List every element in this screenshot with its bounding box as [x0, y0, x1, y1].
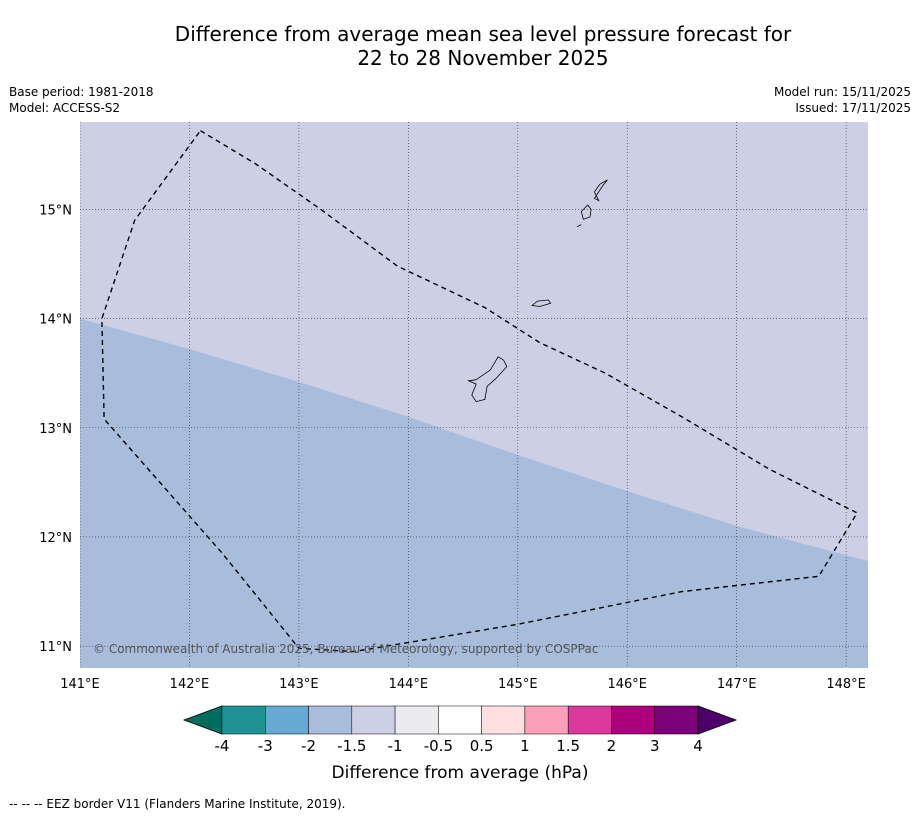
- meta-left: Base period: 1981-2018 Model: ACCESS-S2: [9, 84, 154, 116]
- copyright-notice: © Commonwealth of Australia 2025, Bureau…: [93, 642, 598, 656]
- colorbar-tick-label-4: -1: [388, 737, 403, 755]
- lon-tick-label-2: 143°E: [279, 677, 319, 692]
- model-name: Model: ACCESS-S2: [9, 101, 121, 115]
- colorbar-tick-label-3: -1.5: [337, 737, 366, 755]
- lon-tick-label-7: 148°E: [826, 677, 866, 692]
- lat-tick-label-2: 13°N: [39, 422, 72, 437]
- colorbar-swatch-4: [394, 705, 439, 735]
- colorbar-tick-label-0: -4: [215, 737, 230, 755]
- colorbar-swatch-0: [221, 705, 266, 735]
- base-period: Base period: 1981-2018: [9, 85, 154, 99]
- lon-tick-label-0: 141°E: [60, 677, 100, 692]
- colorbar-swatch-8: [567, 705, 612, 735]
- lon-tick-label-1: 142°E: [170, 677, 210, 692]
- chart-title: Difference from average mean sea level p…: [0, 22, 919, 70]
- colorbar-under-arrow: [182, 705, 223, 735]
- colorbar-tick-label-10: 3: [650, 737, 660, 755]
- colorbar-swatch-7: [524, 705, 569, 735]
- eez-footnote: -- -- -- EEZ border V11 (Flanders Marine…: [9, 797, 346, 811]
- colorbar-swatch-2: [308, 705, 353, 735]
- colorbar-swatch-5: [438, 705, 482, 735]
- colorbar-tick-label-6: 0.5: [470, 737, 494, 755]
- colorbar-swatch-9: [611, 705, 655, 735]
- colorbar-tick-label-11: 4: [693, 737, 703, 755]
- issued-date: Issued: 17/11/2025: [795, 101, 911, 115]
- title-line-1: Difference from average mean sea level p…: [174, 22, 792, 46]
- colorbar-tick-label-9: 2: [607, 737, 617, 755]
- colorbar-swatch-1: [265, 705, 309, 735]
- lon-tick-label-4: 145°E: [498, 677, 538, 692]
- lat-tick-label-0: 11°N: [39, 640, 72, 655]
- meta-right: Model run: 15/11/2025 Issued: 17/11/2025: [774, 84, 911, 116]
- lat-tick-label-1: 12°N: [39, 531, 72, 546]
- colorbar-swatch-3: [351, 705, 396, 735]
- island-outline-4: [576, 224, 582, 228]
- island-outline-3: [593, 179, 608, 202]
- model-run: Model run: 15/11/2025: [773, 85, 911, 99]
- region-anomaly-band-lower: [80, 318, 868, 668]
- lon-tick-label-5: 146°E: [607, 677, 647, 692]
- lon-tick-label-6: 147°E: [717, 677, 757, 692]
- pressure-anomaly-map: © Commonwealth of Australia 2025, Bureau…: [39, 122, 868, 783]
- lon-tick-label-3: 144°E: [389, 677, 429, 692]
- colorbar-swatch-10: [654, 705, 699, 735]
- colorbar-tick-label-5: -0.5: [424, 737, 453, 755]
- colorbar-tick-label-2: -2: [301, 737, 316, 755]
- lat-tick-label-3: 14°N: [39, 313, 72, 328]
- colorbar-tick-label-7: 1: [520, 737, 530, 755]
- colorbar-tick-label-8: 1.5: [556, 737, 580, 755]
- island-outline-0: [467, 356, 508, 403]
- title-line-2: 22 to 28 November 2025: [357, 46, 609, 70]
- colorbar-over-arrow: [697, 705, 738, 735]
- island-outline-2: [580, 204, 592, 220]
- colorbar-tick-label-1: -3: [258, 737, 273, 755]
- colorbar-swatch-6: [481, 705, 526, 735]
- island-outline-1: [531, 299, 552, 307]
- map-plot-area: [80, 122, 868, 668]
- lat-tick-label-4: 15°N: [39, 203, 72, 218]
- eez-border-line: [101, 130, 859, 653]
- colorbar-title: Difference from average (hPa): [332, 763, 589, 783]
